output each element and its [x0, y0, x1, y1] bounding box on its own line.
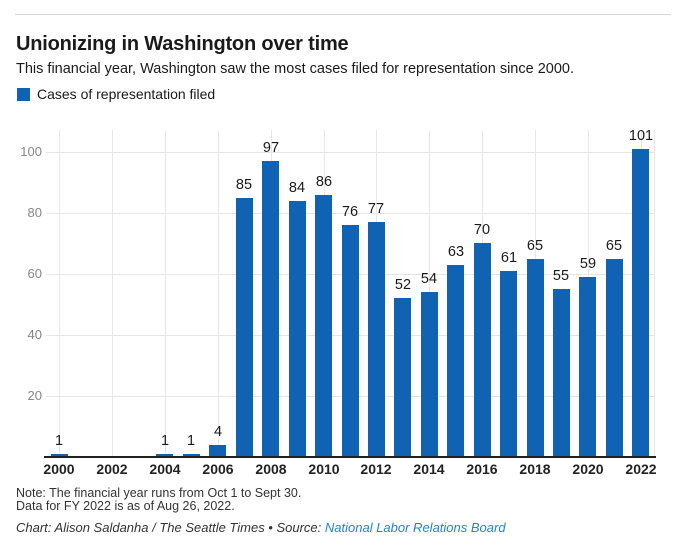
x-axis-label-2008: 2008 — [255, 461, 287, 477]
bar-2011 — [342, 225, 359, 457]
bar-chart: 20 40 60 80 100 1 1 1 4 85 97 84 86 76 77 52 54 63 70 61 65 5… — [0, 118, 686, 480]
x-axis-label-2004: 2004 — [149, 461, 181, 477]
x-axis-label-2006: 2006 — [202, 461, 234, 477]
bar-2007 — [236, 198, 253, 457]
x-axis-label-2012: 2012 — [360, 461, 392, 477]
bar-2006 — [209, 445, 226, 457]
bar-value-label-2014: 54 — [420, 271, 438, 287]
bar-value-label-2020: 59 — [579, 256, 597, 272]
source-link[interactable]: National Labor Relations Board — [324, 520, 506, 535]
credit-text: Chart: Alison Saldanha / The Seattle Tim… — [16, 520, 325, 535]
bar-value-label-2008: 97 — [262, 140, 280, 156]
gridline-x-2000 — [59, 130, 60, 457]
bar-2015 — [447, 265, 464, 457]
chart-subtitle: This financial year, Washington saw the … — [16, 61, 575, 77]
gridline-y-80 — [46, 213, 654, 214]
footnote-line-1: Note: The financial year runs from Oct 1… — [16, 486, 302, 500]
bar-2004 — [156, 454, 173, 457]
legend-label: Cases of representation filed — [37, 86, 216, 102]
bar-value-label-2000: 1 — [54, 433, 64, 449]
bar-value-label-2019: 55 — [552, 268, 570, 284]
footnote-line-2: Data for FY 2022 is as of Aug 26, 2022. — [16, 499, 235, 513]
bar-2005 — [183, 454, 200, 457]
page-title: Unionizing in Washington over time — [16, 33, 349, 55]
bar-value-label-2016: 70 — [473, 222, 491, 238]
bar-value-label-2018: 65 — [526, 238, 544, 254]
bar-value-label-2010: 86 — [315, 174, 333, 190]
gridline-x-2002 — [112, 130, 113, 457]
gridline-x-right-edge — [654, 130, 655, 457]
bar-value-label-2005: 1 — [186, 433, 196, 449]
gridline-x-2006 — [218, 130, 219, 457]
y-axis-label-60: 60 — [27, 266, 42, 281]
bar-value-label-2017: 61 — [500, 250, 518, 266]
bar-2019 — [553, 289, 570, 457]
bar-2017 — [500, 271, 517, 457]
bar-value-label-2012: 77 — [367, 201, 385, 217]
y-axis-label-40: 40 — [27, 327, 42, 342]
bar-2021 — [606, 259, 623, 457]
credit-line: Chart: Alison Saldanha / The Seattle Tim… — [16, 520, 506, 535]
gridline-x-2004 — [165, 130, 166, 457]
bar-2020 — [579, 277, 596, 457]
top-divider — [15, 14, 671, 15]
bar-2018 — [527, 259, 544, 457]
bar-2010 — [315, 195, 332, 457]
bar-value-label-2022: 101 — [628, 128, 654, 144]
gridline-y-100 — [46, 152, 654, 153]
bar-value-label-2021: 65 — [605, 238, 623, 254]
bar-value-label-2007: 85 — [235, 177, 253, 193]
x-axis-label-2020: 2020 — [572, 461, 604, 477]
bar-value-label-2013: 52 — [394, 277, 412, 293]
bar-value-label-2004: 1 — [160, 433, 170, 449]
bar-2013 — [394, 298, 411, 457]
chart-legend: Cases of representation filed — [17, 86, 215, 102]
bar-2009 — [289, 201, 306, 457]
bar-2012 — [368, 222, 385, 457]
bar-2022 — [632, 149, 649, 457]
bar-2014 — [421, 292, 438, 457]
x-axis-label-2014: 2014 — [413, 461, 445, 477]
y-axis-label-100: 100 — [20, 144, 42, 159]
y-axis-label-80: 80 — [27, 205, 42, 220]
x-axis-label-2000: 2000 — [43, 461, 75, 477]
bar-2016 — [474, 243, 491, 457]
x-axis-label-2018: 2018 — [519, 461, 551, 477]
x-axis-label-2016: 2016 — [466, 461, 498, 477]
x-axis-label-2002: 2002 — [96, 461, 128, 477]
bar-value-label-2009: 84 — [288, 180, 306, 196]
bar-value-label-2006: 4 — [213, 424, 223, 440]
bar-value-label-2015: 63 — [447, 244, 465, 260]
bar-value-label-2011: 76 — [341, 204, 359, 220]
x-axis-label-2010: 2010 — [308, 461, 340, 477]
x-axis-label-2022: 2022 — [625, 461, 657, 477]
x-axis-line — [44, 456, 656, 458]
y-axis-label-20: 20 — [27, 388, 42, 403]
bar-2008 — [262, 161, 279, 457]
legend-swatch — [17, 87, 30, 101]
bar-2000 — [51, 454, 68, 457]
